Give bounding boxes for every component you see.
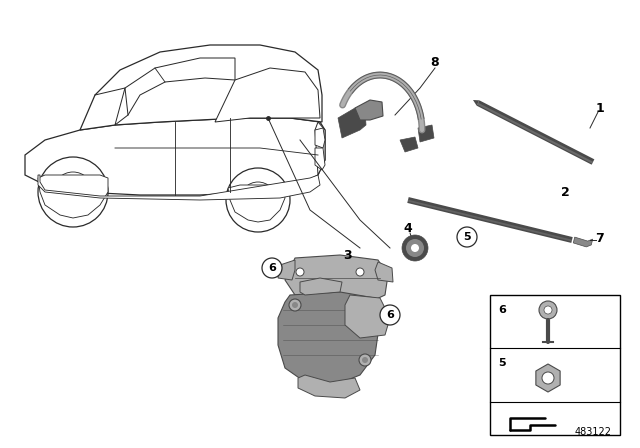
Text: 2: 2 bbox=[561, 185, 570, 198]
Polygon shape bbox=[400, 137, 418, 152]
Circle shape bbox=[289, 299, 301, 311]
FancyBboxPatch shape bbox=[490, 295, 620, 435]
Polygon shape bbox=[573, 237, 593, 247]
Polygon shape bbox=[407, 197, 573, 243]
Polygon shape bbox=[38, 175, 320, 200]
Text: 8: 8 bbox=[431, 56, 439, 69]
Polygon shape bbox=[300, 278, 342, 295]
Polygon shape bbox=[477, 100, 595, 165]
Polygon shape bbox=[315, 128, 325, 148]
Polygon shape bbox=[477, 103, 593, 164]
Text: 6: 6 bbox=[386, 310, 394, 320]
Circle shape bbox=[542, 372, 554, 384]
Circle shape bbox=[402, 235, 428, 261]
Polygon shape bbox=[215, 68, 320, 122]
Polygon shape bbox=[315, 148, 325, 170]
Circle shape bbox=[406, 239, 424, 257]
Polygon shape bbox=[408, 200, 572, 241]
Polygon shape bbox=[298, 375, 360, 398]
Polygon shape bbox=[25, 118, 325, 195]
Circle shape bbox=[544, 306, 552, 314]
Text: 6: 6 bbox=[498, 305, 506, 315]
Circle shape bbox=[262, 258, 282, 278]
Polygon shape bbox=[228, 185, 285, 222]
Text: 3: 3 bbox=[342, 249, 351, 262]
Polygon shape bbox=[285, 255, 388, 302]
Polygon shape bbox=[38, 175, 108, 218]
Circle shape bbox=[359, 354, 371, 366]
Polygon shape bbox=[278, 292, 380, 385]
Polygon shape bbox=[355, 100, 383, 120]
Text: 1: 1 bbox=[596, 102, 604, 115]
Circle shape bbox=[292, 302, 298, 308]
Text: 5: 5 bbox=[463, 232, 471, 242]
Polygon shape bbox=[315, 122, 325, 175]
Circle shape bbox=[539, 301, 557, 319]
Circle shape bbox=[296, 268, 304, 276]
Polygon shape bbox=[115, 58, 235, 125]
Text: 6: 6 bbox=[268, 263, 276, 273]
Circle shape bbox=[356, 268, 364, 276]
Circle shape bbox=[457, 227, 477, 247]
Text: 483122: 483122 bbox=[575, 427, 612, 437]
Text: 5: 5 bbox=[498, 358, 506, 368]
Polygon shape bbox=[418, 125, 434, 142]
Text: 7: 7 bbox=[596, 232, 604, 245]
Text: 4: 4 bbox=[404, 221, 412, 234]
Polygon shape bbox=[80, 45, 322, 130]
Circle shape bbox=[326, 284, 334, 292]
Circle shape bbox=[362, 357, 368, 363]
Polygon shape bbox=[473, 100, 479, 106]
Polygon shape bbox=[338, 108, 366, 138]
Polygon shape bbox=[536, 364, 560, 392]
Polygon shape bbox=[278, 260, 295, 280]
Circle shape bbox=[411, 244, 419, 252]
Polygon shape bbox=[375, 262, 393, 282]
Circle shape bbox=[380, 305, 400, 325]
Polygon shape bbox=[345, 295, 390, 338]
